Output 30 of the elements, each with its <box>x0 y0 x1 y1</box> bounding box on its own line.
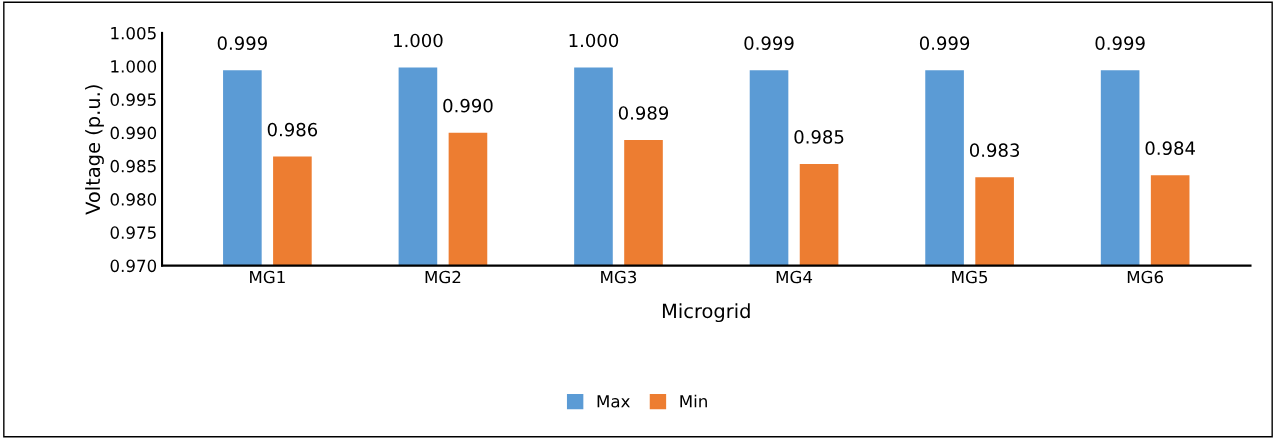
y-tick-label: 0.975 <box>110 226 156 239</box>
legend-label: Max <box>597 395 630 408</box>
y-tick-label: 0.985 <box>110 159 156 173</box>
y-axis-title: Voltage (p.u.) <box>85 85 104 215</box>
y-tick-label: 0.970 <box>110 259 157 273</box>
y-tick-label: 0.990 <box>110 126 157 140</box>
data-label: 0.999 <box>1095 36 1145 50</box>
x-tick-label: MG3 <box>601 270 637 284</box>
data-label: 0.984 <box>1145 141 1195 156</box>
y-tick-label: 1.005 <box>111 26 156 40</box>
data-label: 1.000 <box>394 33 443 48</box>
data-label: 0.989 <box>618 106 669 120</box>
data-label: 0.999 <box>744 36 794 50</box>
data-label: 0.999 <box>217 36 267 50</box>
y-tick-label: 0.995 <box>110 93 156 106</box>
data-label: 0.986 <box>267 122 318 137</box>
legend-label: Min <box>680 394 707 408</box>
x-tick-label: MG6 <box>1127 270 1164 284</box>
data-label: 0.985 <box>794 130 844 144</box>
y-tick-label: 0.980 <box>110 193 157 206</box>
x-tick-label: MG4 <box>776 270 813 284</box>
data-label: 0.990 <box>443 98 493 113</box>
y-tick-label: 1.000 <box>111 60 157 73</box>
data-label: 0.983 <box>969 143 1020 158</box>
x-tick-label: MG1 <box>250 270 285 284</box>
x-tick-label: MG2 <box>425 270 461 284</box>
x-tick-label: MG5 <box>952 270 988 284</box>
data-label: 1.000 <box>569 33 619 48</box>
x-axis-title: Microgrid <box>662 303 750 323</box>
data-label: 0.999 <box>919 36 970 50</box>
